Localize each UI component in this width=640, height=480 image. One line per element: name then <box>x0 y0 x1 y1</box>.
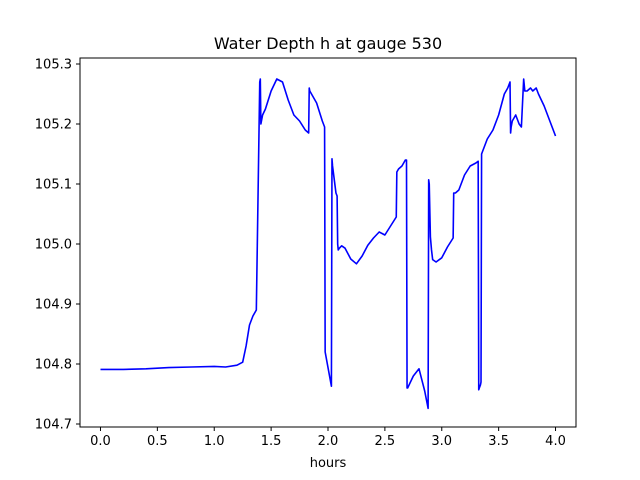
x-tick-label: 0.5 <box>147 434 168 449</box>
y-tick-label: 105.3 <box>35 58 72 73</box>
x-tick-label: 1.5 <box>261 434 282 449</box>
x-tick-label: 4.0 <box>545 434 566 449</box>
series-line-0 <box>100 78 557 410</box>
series-layer <box>100 78 557 410</box>
chart-title: Water Depth h at gauge 530 <box>214 34 442 53</box>
y-tick-label: 104.8 <box>35 358 72 373</box>
x-tick-label: 0.0 <box>90 434 111 449</box>
y-axis: 104.7 104.8 104.9 105.0 105.1 105.2 105.3 <box>35 58 80 433</box>
x-tick-label: 2.0 <box>318 434 339 449</box>
y-tick-label: 104.7 <box>35 418 72 433</box>
y-tick-label: 105.0 <box>35 238 72 253</box>
x-axis: 0.0 0.5 1.0 1.5 2.0 2.5 3.0 3.5 4.0 <box>90 427 566 449</box>
x-tick-label: 1.0 <box>204 434 225 449</box>
x-tick-label: 3.0 <box>431 434 452 449</box>
y-tick-label: 105.2 <box>35 118 72 133</box>
y-tick-label: 105.1 <box>35 178 72 193</box>
x-tick-label: 3.5 <box>488 434 509 449</box>
x-axis-label: hours <box>310 456 347 471</box>
y-tick-label: 104.9 <box>35 298 72 313</box>
x-tick-label: 2.5 <box>375 434 396 449</box>
